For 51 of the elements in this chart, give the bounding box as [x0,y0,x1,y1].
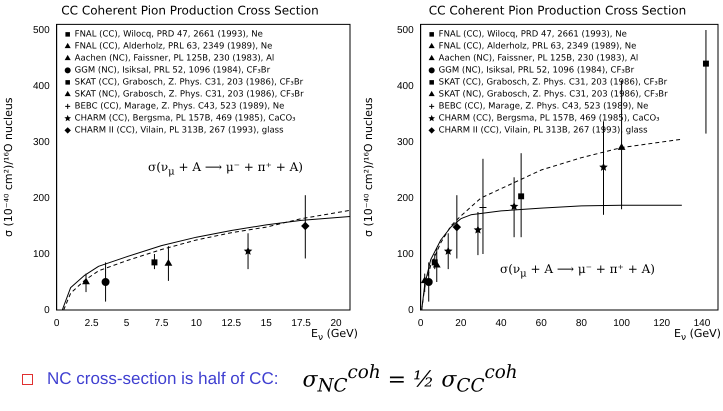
legend-label: CHARM II (CC), Vilain, PL 313B, 267 (1993), glass [74,126,284,136]
x-tick-label: 17.5 [291,318,312,329]
legend-label: SKAT (NC), Grabosch, Z. Phys. C31, 203 (1986), CF₃Br [74,90,304,100]
x-tick-label: 0 [54,318,60,329]
annotation: σ(ν$_{μ}$ + A ⟶ μ⁻ + π⁺ + A) [500,262,655,280]
legend-label: GGM (NC), Isiksal, PRL 52, 1096 (1984), CF₃Br [438,66,635,76]
x-tick-label: 120 [653,318,671,329]
y-axis-title: σ (10⁻⁴⁰ cm²)/¹⁶O nucleus [2,98,15,238]
y-tick-label: 400 [32,80,50,92]
x-tick-label: 60 [536,318,548,329]
legend-label: FNAL (CC), Wilocq, PRD 47, 2661 (1993), Ne [74,30,263,40]
legend-label: SKAT (CC), Grabosch, Z. Phys. C31, 203 (1986), CF₃Br [74,78,304,88]
x-tick-label: 10 [190,318,202,329]
legend-label: Aachen (NC), Faissner, PL 125B, 230 (1983), Al [74,54,274,64]
y-tick-label: 100 [32,248,50,260]
legend-label: FNAL (CC), Wilocq, PRD 47, 2661 (1993), Ne [438,30,627,40]
x-tick-label: 12.5 [222,318,242,329]
x-tick-label: 40 [495,318,508,329]
x-tick-label: 20 [330,318,342,329]
legend-label: FNAL (CC), Alderholz, PRL 63, 2349 (1989), Ne [438,42,636,52]
x-axis-title: E$_{ν}$ (GeV) [311,327,358,344]
x-tick-label: 100 [613,318,630,329]
x-tick-label: 0 [418,318,424,329]
y-tick-label: 100 [396,248,414,260]
y-tick-label: 0 [44,304,50,316]
y-tick-label: 500 [396,24,414,36]
y-tick-label: 300 [396,136,414,148]
chart-title: CC Coherent Pion Production Cross Section [428,3,686,18]
legend-label: Aachen (NC), Faissner, PL 125B, 230 (1983), Al [438,54,638,64]
x-tick-label: 140 [694,318,711,329]
y-tick-label: 400 [396,80,414,92]
legend-label: CHARM (CC), Bergsma, PL 157B, 469 (1985), CaCO₃ [74,114,296,124]
x-tick-label: 15 [260,318,272,329]
legend-label: GGM (NC), Isiksal, PRL 52, 1096 (1984), CF₃Br [74,66,271,76]
y-tick-label: 500 [32,24,50,36]
legend-label: BEBC (CC), Marage, Z. Phys. C43, 523 (1989), Ne [74,102,284,112]
y-tick-label: 200 [396,192,414,204]
y-tick-label: 200 [32,192,50,204]
legend-label: FNAL (CC), Alderholz, PRL 63, 2349 (1989), Ne [74,42,272,52]
y-tick-label: 300 [32,136,50,148]
x-tick-label: 5 [124,318,130,329]
y-tick-label: 0 [408,304,414,316]
x-tick-label: 80 [576,318,588,329]
chart-title: CC Coherent Pion Production Cross Section [61,3,319,18]
x-tick-label: 20 [455,318,467,329]
x-tick-label: 7.5 [154,318,169,329]
annotation: σ(ν$_{μ}$ + A ⟶ μ⁻ + π⁺ + A) [148,160,303,178]
text: NC cross-section is half of CC: [47,369,278,390]
x-axis-title: E$_{ν}$ (GeV) [674,327,721,344]
x-tick-label: 2.5 [84,318,99,329]
y-axis-title: σ (10⁻⁴⁰ cm²)/¹⁶O nucleus [362,98,375,238]
